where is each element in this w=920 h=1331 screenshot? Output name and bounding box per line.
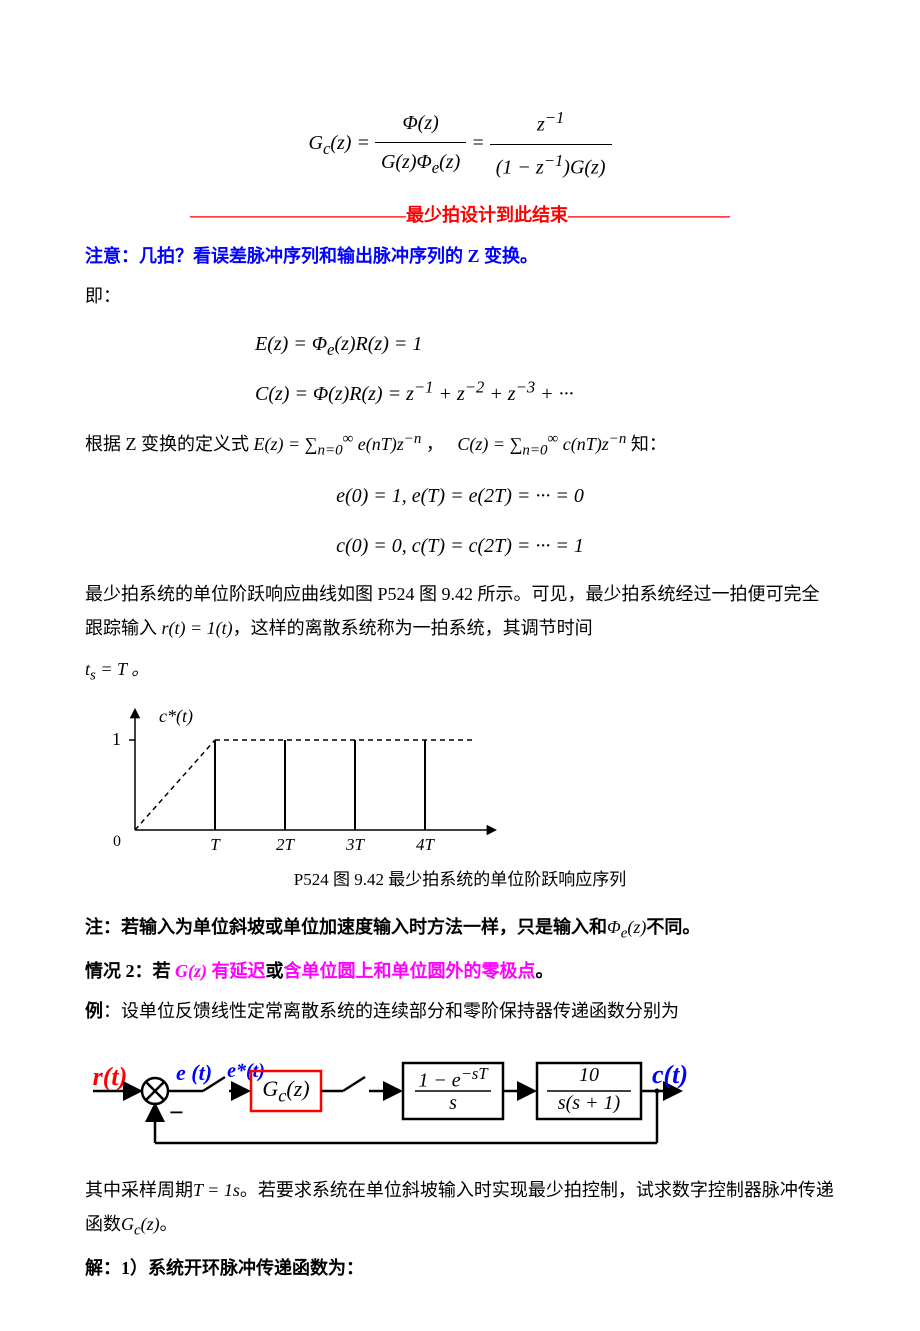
para-T: 其中采样周期T = 1s。若要求系统在单位斜坡输入时实现最少拍控制，试求数字控制… — [85, 1173, 835, 1245]
jie-label: 即： — [85, 279, 835, 313]
svg-text:−: − — [169, 1098, 184, 1127]
case2: 情况 2：若 G(z) 有延迟或含单位圆上和单位圆外的零极点。 — [85, 954, 835, 988]
curve-para: 最少拍系统的单位阶跃响应曲线如图 P524 图 9.42 所示。可见，最少拍系统… — [85, 577, 835, 645]
gc-frac1: Φ(z) G(z)Φe(z) — [375, 104, 466, 184]
gc-lhs: Gc(z) = — [308, 132, 369, 154]
gc-frac2: z−1 (1 − z−1)G(z) — [490, 102, 612, 186]
section-divider: ————————————最少拍设计到此结束————————— — [85, 198, 835, 232]
svg-text:4T: 4T — [416, 835, 436, 854]
svg-text:3T: 3T — [345, 835, 366, 854]
zdef-line: 根据 Z 变换的定义式 E(z) = ∑n=0∞ e(nT)z−n ， C(z)… — [85, 425, 835, 465]
solution-label: 解：1）系统开环脉冲传递函数为： — [85, 1251, 835, 1285]
svg-text:c*(t): c*(t) — [159, 706, 193, 727]
c-result: c(0) = 0, c(T) = c(2T) = ··· = 1 — [85, 527, 835, 565]
svg-text:0: 0 — [113, 833, 121, 850]
e-result: e(0) = 1, e(T) = e(2T) = ··· = 0 — [85, 477, 835, 515]
note2: 注：若输入为单位斜坡或单位加速度输入时方法一样，只是输入和Φe(z)不同。 — [85, 910, 835, 948]
svg-text:T: T — [210, 835, 221, 854]
ez-formula: E(z) = Φe(z)R(z) = 1 — [85, 325, 835, 366]
block-diagram: r(t)e (t)e*(t)Gc(z)1 − e−sTs10s(s + 1)c(… — [85, 1043, 835, 1163]
svg-text:1: 1 — [112, 729, 121, 749]
gc-formula: Gc(z) = Φ(z) G(z)Φe(z) = z−1 (1 − z−1)G(… — [85, 102, 835, 186]
cz-formula: C(z) = Φ(z)R(z) = z−1 + z−2 + z−3 + ··· — [85, 372, 835, 414]
step-response-chart: 1 c*(t) 0 T 2T 3T 4T — [85, 700, 835, 860]
chart-caption: P524 图 9.42 最少拍系统的单位阶跃响应序列 — [85, 864, 835, 896]
ts-line: ts = T 。 — [85, 652, 835, 690]
example-line: 例：设单位反馈线性定常离散系统的连续部分和零阶保持器传递函数分别为 — [85, 994, 835, 1028]
svg-text:2T: 2T — [276, 835, 296, 854]
note-blue: 注意：几拍？看误差脉冲序列和输出脉冲序列的 Z 变换。 — [85, 239, 835, 273]
